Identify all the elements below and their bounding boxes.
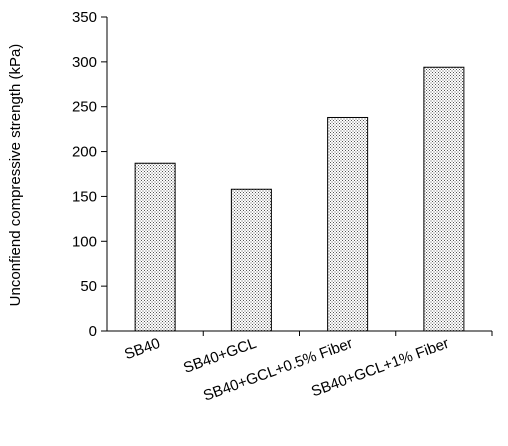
y-tick-label: 150	[72, 188, 97, 205]
x-category-label: SB40	[122, 335, 162, 364]
bar-2	[230, 188, 272, 332]
y-tick-label: 100	[72, 233, 97, 250]
y-tick-label: 0	[89, 323, 97, 340]
y-tick-label: 300	[72, 54, 97, 71]
y-axis-label: Unconfiend compressive strength (kPa)	[7, 44, 24, 307]
x-category-label: SB40+GCL	[181, 335, 259, 377]
bar-4	[423, 66, 465, 332]
y-tick-label: 200	[72, 144, 97, 161]
bar-1	[134, 162, 176, 332]
y-tick-label: 250	[72, 99, 97, 116]
y-tick-label: 50	[80, 278, 97, 295]
y-tick-label: 350	[72, 9, 97, 26]
bar-3	[327, 116, 369, 332]
